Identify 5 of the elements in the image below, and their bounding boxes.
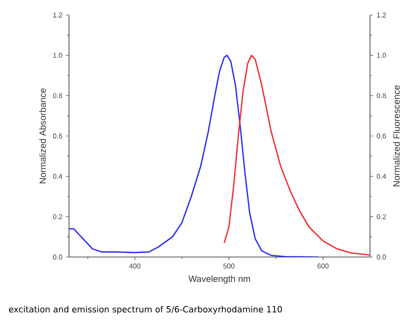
text: excitation and emission spectrum of 5/6-Carboxyrhodamine 110: [9, 306, 282, 314]
y-axis-title: Normalized Absorbance: [39, 88, 46, 184]
x-axis-title: Wavelength nm: [188, 275, 250, 284]
y2-axis-title: Normalized Fluorescence: [393, 85, 400, 186]
line-series: [224, 54, 370, 256]
